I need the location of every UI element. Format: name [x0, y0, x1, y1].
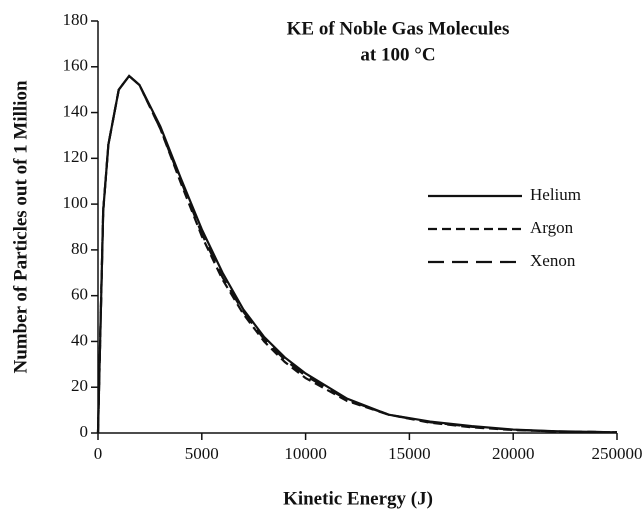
- chart-title: KE of Noble Gas Molecules: [287, 18, 510, 39]
- legend-label: Xenon: [530, 251, 576, 270]
- y-tick-label: 180: [63, 10, 89, 29]
- y-tick-label: 60: [71, 285, 88, 304]
- y-tick-label: 20: [71, 376, 88, 395]
- x-tick-label: 15000: [388, 444, 431, 463]
- y-tick-label: 120: [63, 147, 89, 166]
- x-tick-label: 10000: [284, 444, 327, 463]
- legend-label: Argon: [530, 218, 574, 237]
- x-axis-label: Kinetic Energy (J): [283, 488, 433, 509]
- y-tick-label: 0: [80, 422, 89, 441]
- y-axis-label: Number of Particles out of 1 Million: [10, 80, 31, 373]
- y-tick-label: 160: [63, 56, 89, 75]
- x-tick-label: 5000: [185, 444, 219, 463]
- legend-label: Helium: [530, 185, 581, 204]
- x-tick-label: 250000: [592, 444, 643, 463]
- y-tick-label: 100: [63, 193, 89, 212]
- series-line: [96, 74, 618, 434]
- y-tick-label: 140: [63, 101, 89, 120]
- y-tick-label: 80: [71, 239, 88, 258]
- x-tick-label: 20000: [492, 444, 535, 463]
- y-tick-label: 40: [71, 330, 88, 349]
- x-tick-label: 0: [94, 444, 103, 463]
- chart-subtitle: at 100 °C: [360, 44, 435, 65]
